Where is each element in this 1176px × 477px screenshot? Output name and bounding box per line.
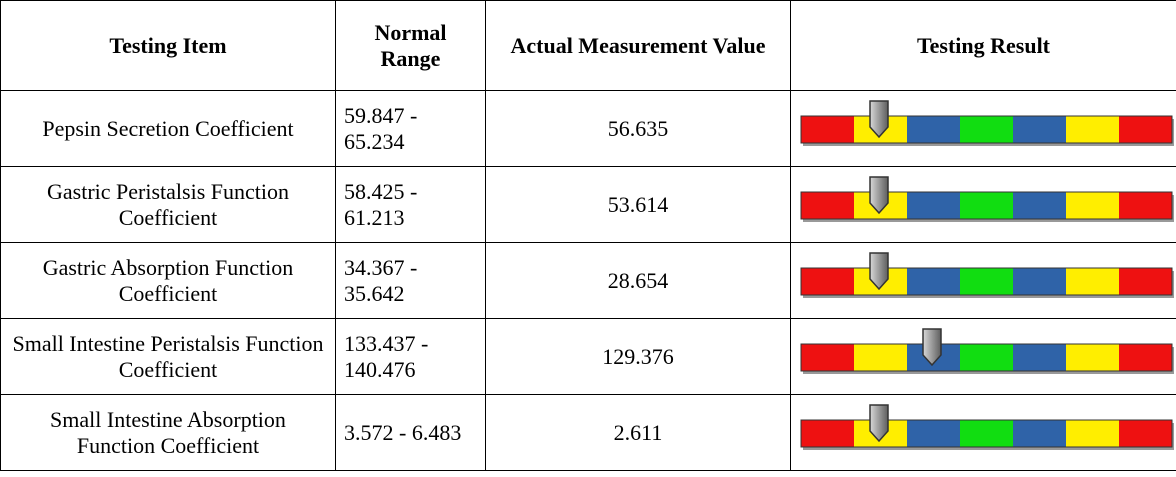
result-gauge <box>800 100 1174 146</box>
result-cell <box>790 318 1176 395</box>
gauge-pointer <box>869 252 889 291</box>
gauge-segment <box>854 344 908 371</box>
gauge-segment <box>1119 116 1173 143</box>
table-row: Small Intestine Absorption Function Coef… <box>0 394 1176 471</box>
result-gauge <box>800 404 1174 450</box>
gauge-segment <box>960 192 1014 219</box>
table-row: Pepsin Secretion Coefficient 59.847 - 65.… <box>0 90 1176 167</box>
gauge-segment <box>1013 344 1067 371</box>
gauge-segment <box>1066 116 1120 143</box>
result-gauge <box>800 252 1174 298</box>
gauge-border <box>800 115 1173 144</box>
header-cell: Testing Result <box>790 0 1176 91</box>
header-cell: Actual Measurement Value <box>485 0 791 91</box>
gauge-segment <box>801 116 855 143</box>
gauge-segment <box>960 420 1014 447</box>
header-row: Testing Item Normal Range Actual Measure… <box>0 0 1176 91</box>
gauge-border <box>800 267 1173 296</box>
table-cell: Small Intestine Peristalsis Function Coe… <box>0 318 336 395</box>
gauge-segment <box>1013 116 1067 143</box>
gauge-segment <box>1013 268 1067 295</box>
gauge-segment <box>960 116 1014 143</box>
gauge-segment <box>1066 420 1120 447</box>
gauge-pointer <box>869 100 889 139</box>
table-cell: 53.614 <box>485 166 791 243</box>
table-cell: 129.376 <box>485 318 791 395</box>
result-cell <box>790 394 1176 471</box>
gauge-segment <box>801 268 855 295</box>
gauge-segment <box>1119 420 1173 447</box>
gauge-segment <box>960 268 1014 295</box>
gauge-border <box>800 191 1173 220</box>
gauge-segment <box>801 420 855 447</box>
header-cell: Normal Range <box>335 0 486 91</box>
gauge-pointer <box>869 176 889 215</box>
gauge-segment <box>1066 344 1120 371</box>
table-cell: Gastric Peristalsis Function Coefficient <box>0 166 336 243</box>
gauge-pointer <box>922 328 942 367</box>
gauge-segment <box>801 192 855 219</box>
table-cell: Gastric Absorption Function Coefficient <box>0 242 336 319</box>
gauge-segment <box>1119 192 1173 219</box>
table-cell: 3.572 - 6.483 <box>335 394 486 471</box>
gauge-segment <box>1066 192 1120 219</box>
header-cell: Testing Item <box>0 0 336 91</box>
gauge-segment <box>1013 420 1067 447</box>
gauge-segment <box>907 268 961 295</box>
result-cell <box>790 90 1176 167</box>
table-cell: 34.367 - 35.642 <box>335 242 486 319</box>
result-cell <box>790 166 1176 243</box>
gauge-segment <box>1119 344 1173 371</box>
table-cell: 133.437 - 140.476 <box>335 318 486 395</box>
table-row: Small Intestine Peristalsis Function Coe… <box>0 318 1176 395</box>
gauge-segment <box>1013 192 1067 219</box>
gauge-segment <box>960 344 1014 371</box>
table-cell: 58.425 - 61.213 <box>335 166 486 243</box>
result-gauge <box>800 328 1174 374</box>
gauge-pointer <box>869 404 889 443</box>
table-cell: 56.635 <box>485 90 791 167</box>
table-cell: Pepsin Secretion Coefficient <box>0 90 336 167</box>
gauge-segment <box>907 116 961 143</box>
table-cell: Small Intestine Absorption Function Coef… <box>0 394 336 471</box>
gauge-segment <box>1119 268 1173 295</box>
table-cell: 2.611 <box>485 394 791 471</box>
gauge-segment <box>907 192 961 219</box>
gauge-segment <box>801 344 855 371</box>
result-gauge <box>800 176 1174 222</box>
gauge-border <box>800 343 1173 372</box>
gauge-segment <box>1066 268 1120 295</box>
gauge-segment <box>907 420 961 447</box>
table-row: Gastric Peristalsis Function Coefficient… <box>0 166 1176 243</box>
result-cell <box>790 242 1176 319</box>
table-row: Gastric Absorption Function Coefficient 3… <box>0 242 1176 319</box>
table-body: Pepsin Secretion Coefficient 59.847 - 65.… <box>0 90 1176 471</box>
table-cell: 28.654 <box>485 242 791 319</box>
gauge-border <box>800 419 1173 448</box>
table-cell: 59.847 - 65.234 <box>335 90 486 167</box>
